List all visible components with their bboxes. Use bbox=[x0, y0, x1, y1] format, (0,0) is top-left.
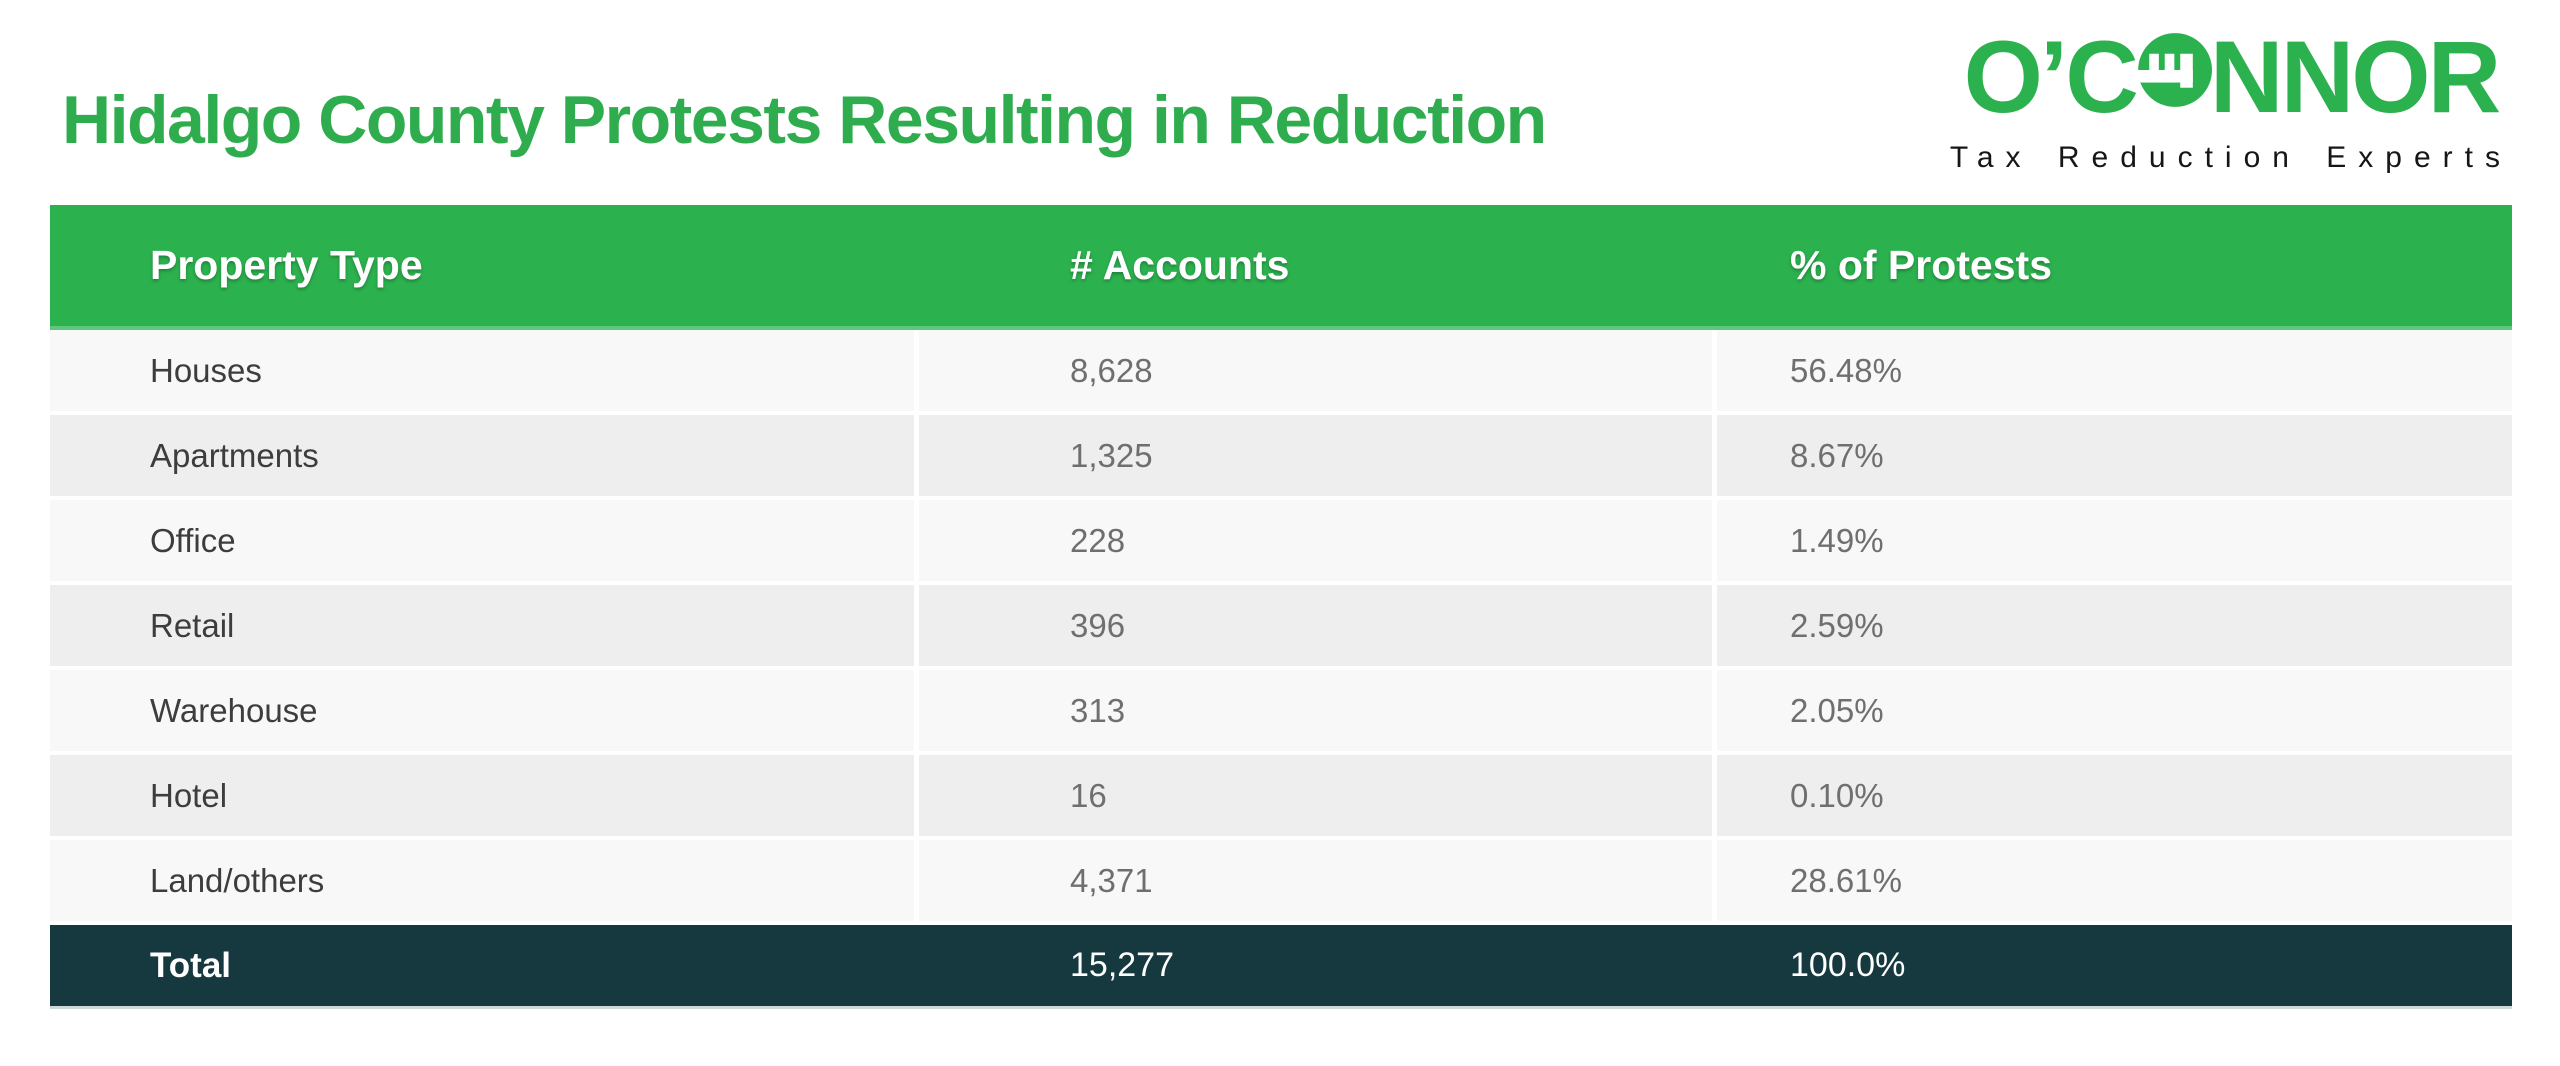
brand-logo: O’C NNOR Tax Reduction Experts bbox=[1950, 26, 2512, 175]
page-title: Hidalgo County Protests Resulting in Red… bbox=[62, 82, 1547, 158]
percent-cell: 8.67% bbox=[1712, 415, 2512, 496]
results-table: Property Type # Accounts % of Protests H… bbox=[50, 205, 2512, 1009]
accounts-cell: 313 bbox=[914, 670, 1712, 751]
brand-tagline: Tax Reduction Experts bbox=[1949, 141, 2512, 174]
accounts-cell: 8,628 bbox=[914, 330, 1712, 411]
total-accounts-cell: 15,277 bbox=[1070, 946, 1174, 984]
total-percent-cell: 100.0% bbox=[1790, 946, 1906, 984]
property-type-cell: Houses bbox=[150, 351, 262, 389]
percent-cell: 28.61% bbox=[1712, 840, 2512, 921]
brand-text-start: O’C bbox=[1963, 20, 2139, 134]
percent-cell: 2.59% bbox=[1712, 585, 2512, 666]
table-row: Apartments 1,325 8.67% bbox=[50, 415, 2512, 500]
table-row: Warehouse 313 2.05% bbox=[50, 670, 2512, 755]
table-row: Land/others 4,371 28.61% bbox=[50, 840, 2512, 925]
accounts-cell: 16 bbox=[914, 755, 1712, 836]
brand-wordmark: O’C NNOR bbox=[1963, 20, 2502, 134]
page-header: Hidalgo County Protests Resulting in Red… bbox=[0, 0, 2560, 205]
property-type-cell: Warehouse bbox=[150, 691, 318, 729]
accounts-cell: 1,325 bbox=[914, 415, 1712, 496]
table-row: Retail 396 2.59% bbox=[50, 585, 2512, 670]
table-row: Hotel 16 0.10% bbox=[50, 755, 2512, 840]
accounts-cell: 396 bbox=[914, 585, 1712, 666]
table-row: Houses 8,628 56.48% bbox=[50, 330, 2512, 415]
property-type-cell: Hotel bbox=[150, 776, 228, 814]
property-type-cell: Land/others bbox=[150, 861, 325, 899]
percent-cell: 1.49% bbox=[1712, 500, 2512, 581]
property-type-cell: Office bbox=[150, 521, 236, 559]
key-in-o-icon bbox=[2117, 33, 2212, 107]
header-protests: % of Protests bbox=[1790, 242, 2052, 288]
table-header-row: Property Type # Accounts % of Protests bbox=[50, 205, 2512, 330]
brand-text-end: NNOR bbox=[2209, 20, 2501, 134]
percent-cell: 56.48% bbox=[1712, 330, 2512, 411]
property-type-cell: Retail bbox=[150, 606, 235, 644]
accounts-cell: 4,371 bbox=[914, 840, 1712, 921]
header-property-type: Property Type bbox=[150, 242, 423, 288]
accounts-cell: 228 bbox=[914, 500, 1712, 581]
percent-cell: 0.10% bbox=[1712, 755, 2512, 836]
total-row: Total 15,277 100.0% bbox=[50, 925, 2512, 1009]
table-row: Office 228 1.49% bbox=[50, 500, 2512, 585]
percent-cell: 2.05% bbox=[1712, 670, 2512, 751]
total-label-cell: Total bbox=[150, 945, 232, 985]
property-type-cell: Apartments bbox=[150, 436, 319, 474]
header-accounts: # Accounts bbox=[1070, 242, 1290, 288]
